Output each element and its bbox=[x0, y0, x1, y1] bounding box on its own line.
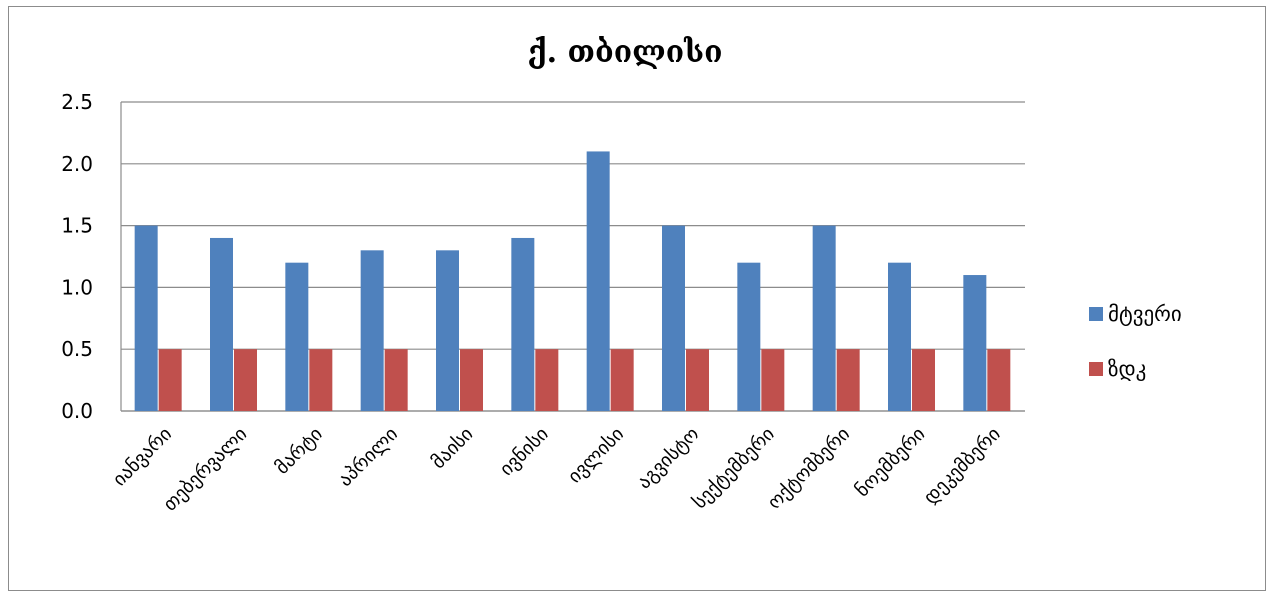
legend-swatch bbox=[1089, 362, 1103, 376]
bar-dust bbox=[812, 225, 836, 411]
bar-limit bbox=[535, 349, 559, 411]
bar-limit bbox=[158, 349, 182, 411]
chart-title: ქ. თბილისი bbox=[528, 35, 723, 70]
x-tick-label: აგვისტო bbox=[633, 423, 703, 493]
legend-label: ზდკ bbox=[1108, 357, 1146, 381]
legend: მტვერი ზდკ bbox=[1089, 302, 1182, 381]
y-tick-label: 1.0 bbox=[61, 275, 93, 299]
bar-limit bbox=[309, 349, 333, 411]
x-tick-label: იანვარი bbox=[108, 423, 176, 491]
y-tick-label: 0.5 bbox=[61, 337, 93, 361]
bar-limit bbox=[912, 349, 935, 411]
bar-dust bbox=[737, 262, 761, 411]
y-tick-label: 0.0 bbox=[61, 399, 93, 423]
bar-dust bbox=[662, 225, 685, 411]
bar-limit bbox=[987, 349, 1011, 411]
x-tick-label: დეკემბერი bbox=[919, 423, 1004, 508]
x-tick-label: ოქტომბერი bbox=[763, 423, 854, 514]
bar-dust bbox=[888, 262, 911, 411]
x-tick-label: მაისი bbox=[427, 423, 477, 473]
bar-dust bbox=[210, 237, 233, 411]
legend-swatch bbox=[1089, 307, 1103, 321]
x-tick-label: ივლისი bbox=[564, 423, 629, 488]
bar-dust bbox=[134, 225, 158, 411]
bar-limit bbox=[836, 349, 860, 411]
x-tick-label: ივნისი bbox=[496, 423, 553, 480]
bar-limit bbox=[761, 349, 785, 411]
bar-limit bbox=[234, 349, 257, 411]
bar-dust bbox=[360, 250, 384, 411]
y-axis: 0.0 0.5 1.0 1.5 2.0 2.5 bbox=[61, 90, 1025, 423]
bar-dust bbox=[963, 275, 987, 411]
bar-dust bbox=[285, 262, 309, 411]
bar-dust bbox=[586, 151, 610, 411]
x-tick-label: აპრილი bbox=[334, 423, 402, 491]
bar-limit bbox=[686, 349, 709, 411]
bar-limit bbox=[460, 349, 483, 411]
y-tick-label: 2.0 bbox=[61, 152, 93, 176]
bar-limit bbox=[610, 349, 634, 411]
x-tick-label: მარტი bbox=[271, 423, 327, 479]
bar-limit bbox=[384, 349, 408, 411]
y-tick-label: 2.5 bbox=[61, 90, 93, 114]
bars bbox=[134, 151, 1011, 411]
x-tick-label: ნოემბერი bbox=[851, 423, 929, 501]
y-tick-label: 1.5 bbox=[61, 214, 93, 238]
bar-dust bbox=[436, 250, 459, 411]
legend-label: მტვერი bbox=[1108, 302, 1182, 326]
bar-dust bbox=[511, 237, 535, 411]
